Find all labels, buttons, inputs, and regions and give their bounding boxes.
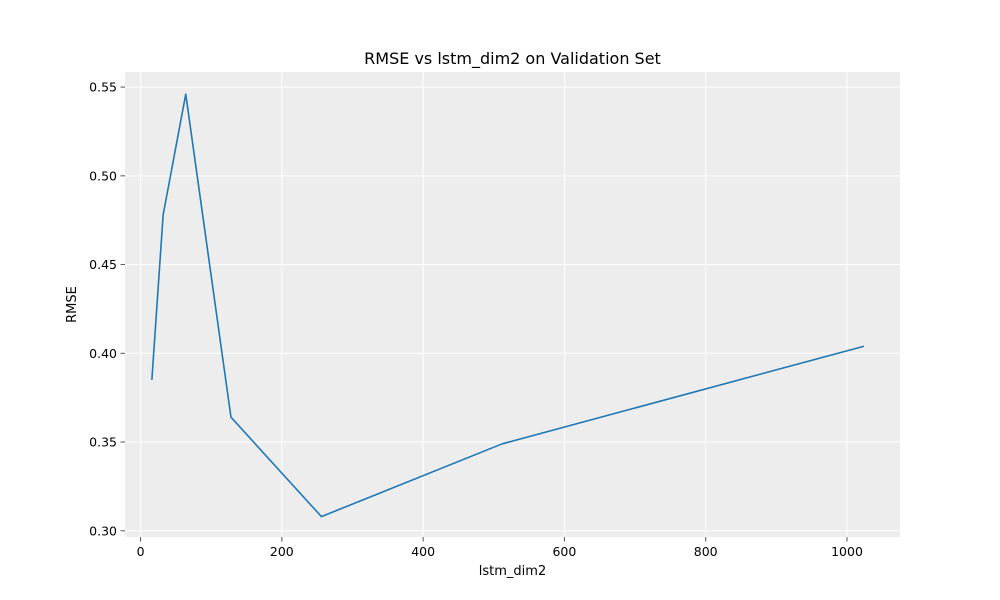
axis-ticks: 0 200 400 600 800 1000 0.30 0.35 0.40 0.45 0.50 0.5…	[89, 80, 863, 559]
y-tick-label: 0.45	[89, 257, 117, 272]
y-tick-label: 0.30	[89, 523, 117, 538]
x-axis-label: lstm_dim2	[479, 564, 546, 579]
x-tick-label: 1000	[831, 544, 863, 559]
x-tick-label: 0	[137, 544, 145, 559]
y-tick-label: 0.40	[89, 346, 117, 361]
series-layer	[151, 93, 865, 518]
x-tick-label: 400	[411, 544, 435, 559]
y-tick-label: 0.50	[89, 168, 117, 183]
x-tick-label: 200	[270, 544, 294, 559]
y-tick-label: 0.55	[89, 80, 117, 95]
y-tick-label: 0.35	[89, 435, 117, 450]
x-tick-label: 600	[552, 544, 576, 559]
plot-area	[125, 72, 900, 537]
chart-title: RMSE vs lstm_dim2 on Validation Set	[364, 49, 661, 69]
x-tick-label: 800	[694, 544, 718, 559]
series-line	[151, 93, 865, 518]
y-axis-label: RMSE	[65, 286, 80, 323]
